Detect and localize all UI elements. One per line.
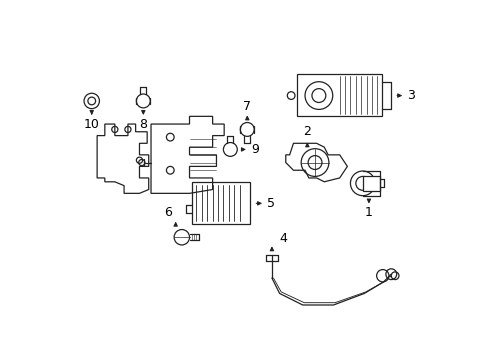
Bar [363,176,380,191]
Text: 10: 10 [84,118,99,131]
Bar [297,74,382,116]
Text: 9: 9 [251,143,259,156]
Text: 3: 3 [407,89,415,102]
Bar [192,182,249,224]
Text: 2: 2 [303,125,311,138]
Text: 4: 4 [279,231,288,244]
Text: 1: 1 [365,206,373,219]
Text: 8: 8 [139,118,147,131]
Text: 7: 7 [243,100,251,113]
Text: 5: 5 [267,197,275,210]
Text: 6: 6 [164,206,172,219]
